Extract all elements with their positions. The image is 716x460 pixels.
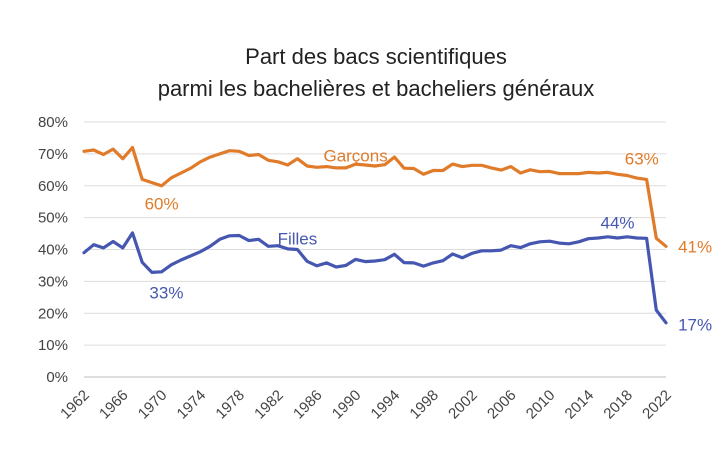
x-tick-label: 1970 (135, 387, 171, 423)
x-tick-label: 1994 (368, 387, 404, 423)
y-tick-label: 70% (38, 146, 68, 163)
y-tick-label: 20% (38, 305, 68, 322)
x-tick-label: 2022 (639, 387, 675, 423)
x-tick-label: 1978 (212, 387, 248, 423)
x-tick-label: 1982 (251, 387, 287, 423)
x-tick-label: 2014 (562, 387, 598, 423)
x-tick-label: 2018 (600, 387, 636, 423)
y-tick-label: 80% (38, 114, 68, 131)
annotation-label: 63% (625, 150, 659, 169)
annotation-label: 60% (145, 194, 179, 213)
x-tick-label: 1986 (290, 387, 326, 423)
y-tick-label: 10% (38, 337, 68, 354)
y-tick-label: 50% (38, 210, 68, 227)
series-line-garcons (82, 145, 668, 248)
y-tick-label: 30% (38, 273, 68, 290)
x-tick-label: 1974 (174, 387, 210, 423)
y-axis-ticks: 0% 10% 20% 30% 40% 50% 60% 70% 80% (38, 114, 68, 386)
x-tick-label: 2006 (484, 387, 520, 423)
annotations: Garçons 60% 63% 41% Filles 33% 44% 17% (145, 146, 713, 334)
annotation-label: 33% (149, 284, 183, 303)
x-axis-ticks: 1962 1966 1970 1974 1978 1982 1986 1990 1994 1998… (57, 387, 675, 423)
x-tick-label: 1962 (57, 387, 93, 423)
x-tick-label: 1990 (329, 387, 365, 423)
x-tick-label: 1966 (96, 387, 132, 423)
annotation-label: 41% (678, 237, 712, 256)
gridlines (84, 121, 666, 378)
annotation-label: 17% (678, 315, 712, 334)
chart-title-line-2: parmi les bachelières et bacheliers géné… (158, 76, 595, 101)
y-tick-label: 60% (38, 178, 68, 195)
chart-title-line-1: Part des bacs scientifiques (245, 44, 507, 69)
y-tick-label: 0% (46, 369, 68, 386)
x-tick-label: 2010 (523, 387, 559, 423)
x-tick-label: 1998 (406, 387, 442, 423)
x-tick-label: 2002 (445, 387, 481, 423)
series-lines (82, 145, 668, 325)
y-tick-label: 40% (38, 242, 68, 259)
annotation-label: Garçons (323, 146, 387, 165)
series-line-filles (82, 231, 668, 325)
annotation-label: Filles (278, 229, 318, 248)
annotation-label: 44% (600, 213, 634, 232)
